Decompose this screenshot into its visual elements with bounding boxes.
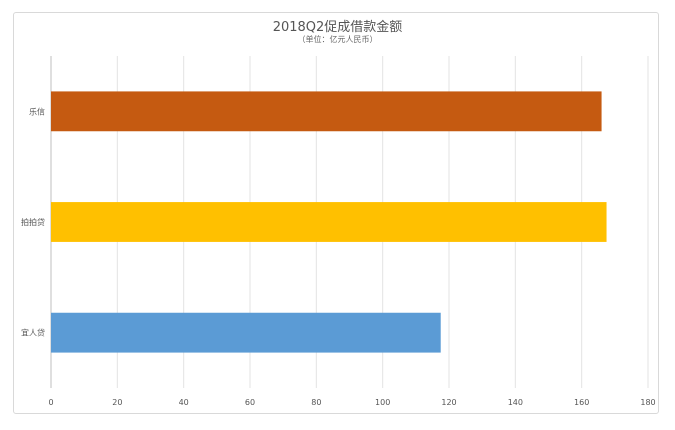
x-tick-label: 0 — [48, 398, 53, 407]
x-tick-label: 40 — [179, 398, 189, 407]
bar-1 — [51, 202, 607, 242]
x-tick-label: 120 — [441, 398, 456, 407]
chart-title: 2018Q2促成借款金额 — [272, 20, 403, 35]
x-tick-label: 20 — [112, 398, 122, 407]
x-tick-label: 140 — [508, 398, 523, 407]
y-category-label: 乐信 — [29, 106, 45, 116]
x-tick-label: 100 — [375, 398, 390, 407]
x-tick-label: 180 — [640, 398, 655, 407]
x-tick-label: 60 — [245, 398, 255, 407]
y-category-label: 宜人贷 — [21, 328, 45, 338]
x-tick-label: 160 — [574, 398, 589, 407]
x-tick-label: 80 — [311, 398, 321, 407]
chart-subtitle: （单位：亿元人民币） — [297, 35, 378, 44]
bar-0 — [51, 312, 441, 353]
y-category-label: 拍拍贷 — [21, 217, 45, 227]
bar-2 — [51, 91, 602, 132]
